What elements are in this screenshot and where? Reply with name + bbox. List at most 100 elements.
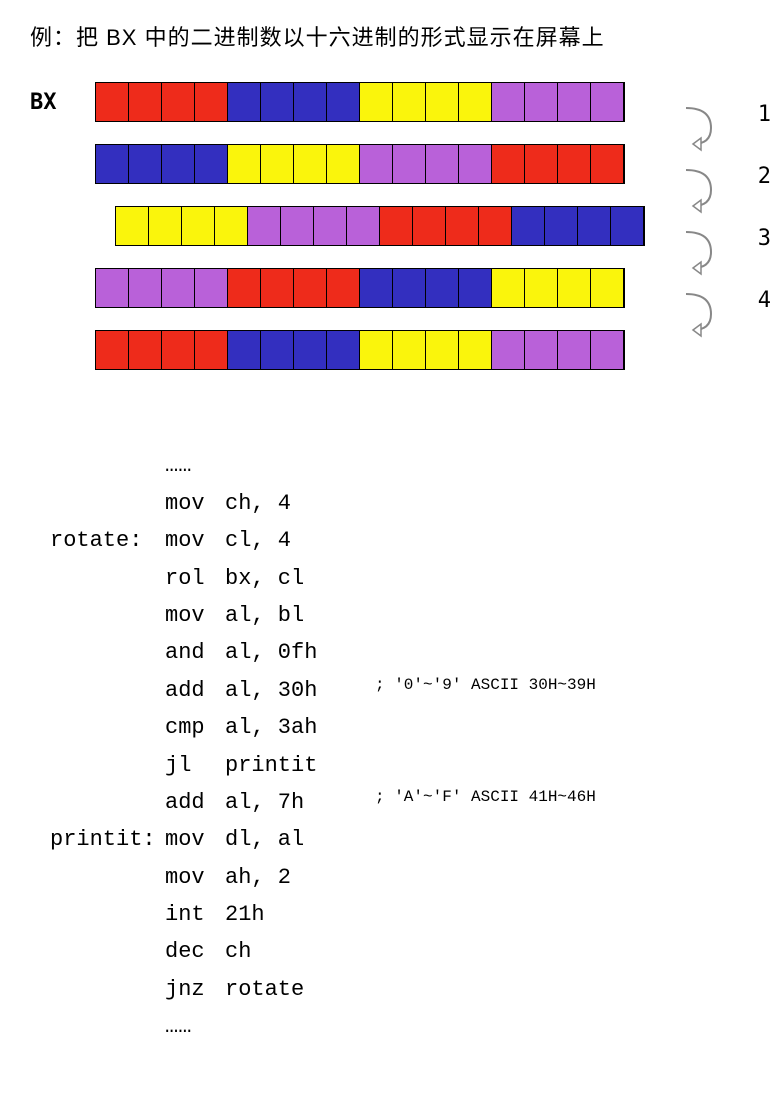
bit-cell xyxy=(525,83,558,121)
bit-cell xyxy=(261,269,294,307)
bit-cell xyxy=(393,145,426,183)
nibble-group xyxy=(360,145,492,183)
bit-cell xyxy=(129,331,162,369)
bit-cell xyxy=(558,269,591,307)
code-line: rotate:movcl, 4 xyxy=(50,522,746,559)
code-line: …… xyxy=(50,447,746,484)
code-operand: ch, 4 xyxy=(225,485,375,522)
register-row: 2 xyxy=(40,206,746,246)
code-mnemonic: add xyxy=(165,784,225,821)
rotate-arrow-icon xyxy=(681,224,721,274)
bit-cell xyxy=(327,83,360,121)
code-mnemonic: mov xyxy=(165,485,225,522)
bit-cell xyxy=(459,145,492,183)
code-label xyxy=(50,933,165,970)
bit-cell xyxy=(413,207,446,245)
code-mnemonic: mov xyxy=(165,821,225,858)
bit-cell xyxy=(228,145,261,183)
bit-cell xyxy=(426,331,459,369)
bit-cell xyxy=(294,331,327,369)
bit-cell xyxy=(327,269,360,307)
code-line: andal, 0fh xyxy=(50,634,746,671)
nibble-group xyxy=(360,331,492,369)
code-mnemonic: …… xyxy=(165,1008,225,1045)
code-label xyxy=(50,1008,165,1045)
bit-cell xyxy=(492,145,525,183)
rotate-arrow-icon xyxy=(681,286,721,336)
code-mnemonic: mov xyxy=(165,597,225,634)
code-operand: printit xyxy=(225,747,375,784)
nibble-group xyxy=(228,331,360,369)
code-label xyxy=(50,485,165,522)
code-line: jlprintit xyxy=(50,747,746,784)
code-mnemonic: …… xyxy=(165,447,225,484)
bit-cell xyxy=(347,207,380,245)
bit-cell xyxy=(96,269,129,307)
bit-cell xyxy=(182,207,215,245)
code-label xyxy=(50,784,165,821)
nibble-group xyxy=(116,207,248,245)
code-line: jnzrotate xyxy=(50,971,746,1008)
code-line: movch, 4 xyxy=(50,485,746,522)
code-line: printit:movdl, al xyxy=(50,821,746,858)
register-bar xyxy=(95,82,625,122)
code-line: movah, 2 xyxy=(50,859,746,896)
code-label: printit: xyxy=(50,821,165,858)
bit-cell xyxy=(116,207,149,245)
bit-cell xyxy=(327,331,360,369)
code-label xyxy=(50,709,165,746)
bit-cell xyxy=(96,331,129,369)
bit-cell xyxy=(261,331,294,369)
register-row: 3 xyxy=(40,268,746,308)
register-row: 1 xyxy=(40,144,746,184)
bit-cell xyxy=(360,331,393,369)
bit-cell xyxy=(611,207,644,245)
code-comment: ; '0'~'9' ASCII 30H~39H xyxy=(375,672,596,709)
register-bar xyxy=(95,330,625,370)
bit-cell xyxy=(446,207,479,245)
nibble-group xyxy=(360,83,492,121)
assembly-code-block: ……movch, 4rotate:movcl, 4rolbx, clmoval,… xyxy=(50,410,746,1046)
nibble-group xyxy=(492,269,624,307)
bit-cell xyxy=(558,83,591,121)
bit-cell xyxy=(492,83,525,121)
bit-cell xyxy=(558,145,591,183)
code-operand: al, 0fh xyxy=(225,634,375,671)
bit-cell xyxy=(96,145,129,183)
bit-cell xyxy=(545,207,578,245)
step-number: 1 xyxy=(758,102,771,127)
bit-cell xyxy=(129,145,162,183)
register-row: BX xyxy=(40,82,746,122)
bit-cell xyxy=(261,145,294,183)
bit-cell xyxy=(294,269,327,307)
bit-cell xyxy=(281,207,314,245)
bit-cell xyxy=(228,331,261,369)
code-operand: 21h xyxy=(225,896,375,933)
bit-cell xyxy=(393,83,426,121)
bit-cell xyxy=(393,331,426,369)
code-operand: rotate xyxy=(225,971,375,1008)
bit-cell xyxy=(149,207,182,245)
code-label xyxy=(50,896,165,933)
bit-cell xyxy=(578,207,611,245)
code-line: addal, 7h; 'A'~'F' ASCII 41H~46H xyxy=(50,784,746,821)
bit-cell xyxy=(393,269,426,307)
nibble-group xyxy=(492,83,624,121)
code-operand: al, 30h xyxy=(225,672,375,709)
code-mnemonic: add xyxy=(165,672,225,709)
code-label xyxy=(50,447,165,484)
bit-cell xyxy=(591,83,624,121)
bit-cell xyxy=(591,269,624,307)
code-label xyxy=(50,859,165,896)
bit-cell xyxy=(558,331,591,369)
bit-cell xyxy=(492,331,525,369)
bit-cell xyxy=(459,331,492,369)
nibble-group xyxy=(512,207,644,245)
bit-cell xyxy=(195,145,228,183)
bit-cell xyxy=(162,331,195,369)
register-row: 4 xyxy=(40,330,746,370)
bit-cell xyxy=(294,83,327,121)
code-mnemonic: rol xyxy=(165,560,225,597)
code-mnemonic: mov xyxy=(165,522,225,559)
code-comment: ; 'A'~'F' ASCII 41H~46H xyxy=(375,784,596,821)
